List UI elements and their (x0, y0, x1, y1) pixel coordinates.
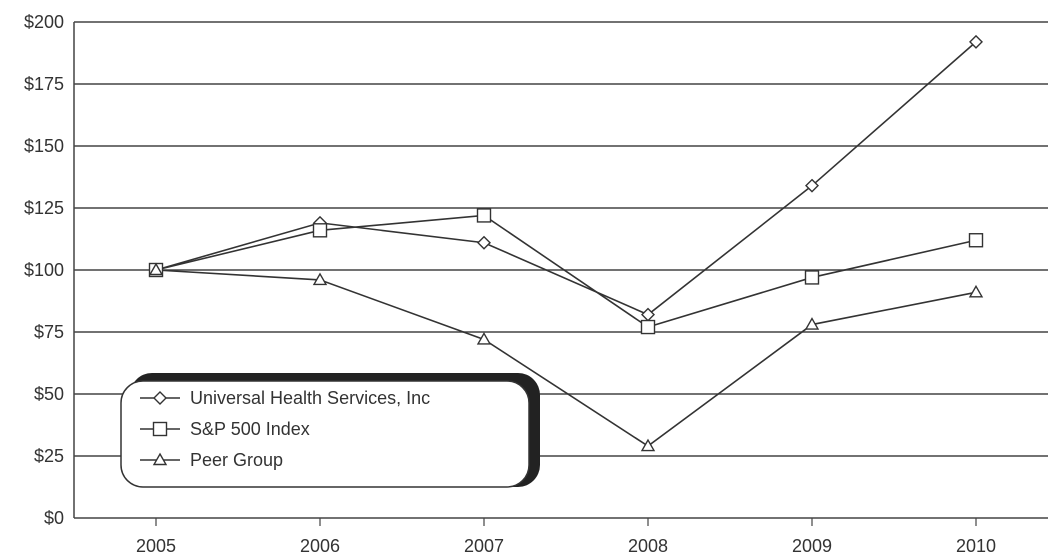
x-tick-label: 2005 (136, 536, 176, 555)
y-tick-label: $50 (34, 384, 64, 404)
legend-label: Peer Group (190, 450, 283, 470)
x-tick-label: 2008 (628, 536, 668, 555)
legend-item: Universal Health Services, Inc (140, 388, 430, 408)
legend-label: S&P 500 Index (190, 419, 310, 439)
data-point-diamond (477, 235, 491, 250)
x-tick-label: 2007 (464, 536, 504, 555)
y-tick-label: $25 (34, 446, 64, 466)
legend-marker-triangle (152, 452, 168, 466)
series-line-triangle (155, 269, 977, 448)
y-tick-label: $200 (24, 12, 64, 32)
data-point-square (968, 233, 984, 248)
data-point-diamond (805, 178, 819, 193)
series-line-square (155, 214, 977, 328)
data-point-triangle (312, 272, 328, 286)
series-markers (148, 34, 984, 452)
y-tick-label: $125 (24, 198, 64, 218)
legend-item: S&P 500 Index (140, 419, 310, 439)
data-point-square (476, 208, 492, 223)
data-point-triangle (476, 332, 492, 345)
x-tick-label: 2010 (956, 536, 996, 555)
data-point-square (312, 223, 328, 238)
data-point-triangle (148, 262, 164, 276)
legend-label: Universal Health Services, Inc (190, 388, 430, 408)
legend-box (120, 380, 530, 488)
legend: Universal Health Services, Inc S&P 500 In… (120, 373, 540, 488)
legend-items: Universal Health Services, Inc S&P 500 In… (140, 388, 430, 470)
x-tick-label: 2009 (792, 536, 832, 555)
legend-marker-square (152, 421, 168, 437)
data-point-diamond (969, 34, 983, 49)
y-tick-label: $100 (24, 260, 64, 280)
series-lines (155, 41, 977, 448)
y-tick-label: $75 (34, 322, 64, 342)
data-point-square (804, 270, 820, 285)
data-point-triangle (804, 317, 820, 330)
data-point-triangle (968, 284, 984, 298)
legend-item: Peer Group (140, 450, 283, 470)
legend-marker-diamond (153, 391, 167, 405)
x-axis-ticks: 2005 2006 2007 2008 2009 2010 (136, 518, 996, 555)
x-tick-label: 2006 (300, 536, 340, 555)
y-tick-label: $175 (24, 74, 64, 94)
data-point-triangle (640, 438, 656, 452)
y-tick-label: $150 (24, 136, 64, 156)
series-line-diamond (155, 41, 977, 316)
y-tick-label: $0 (44, 508, 64, 528)
y-axis-ticks: $0 $25 $50 $75 $100 $125 $150 $175 $200 (24, 12, 64, 528)
data-point-square (640, 319, 656, 335)
